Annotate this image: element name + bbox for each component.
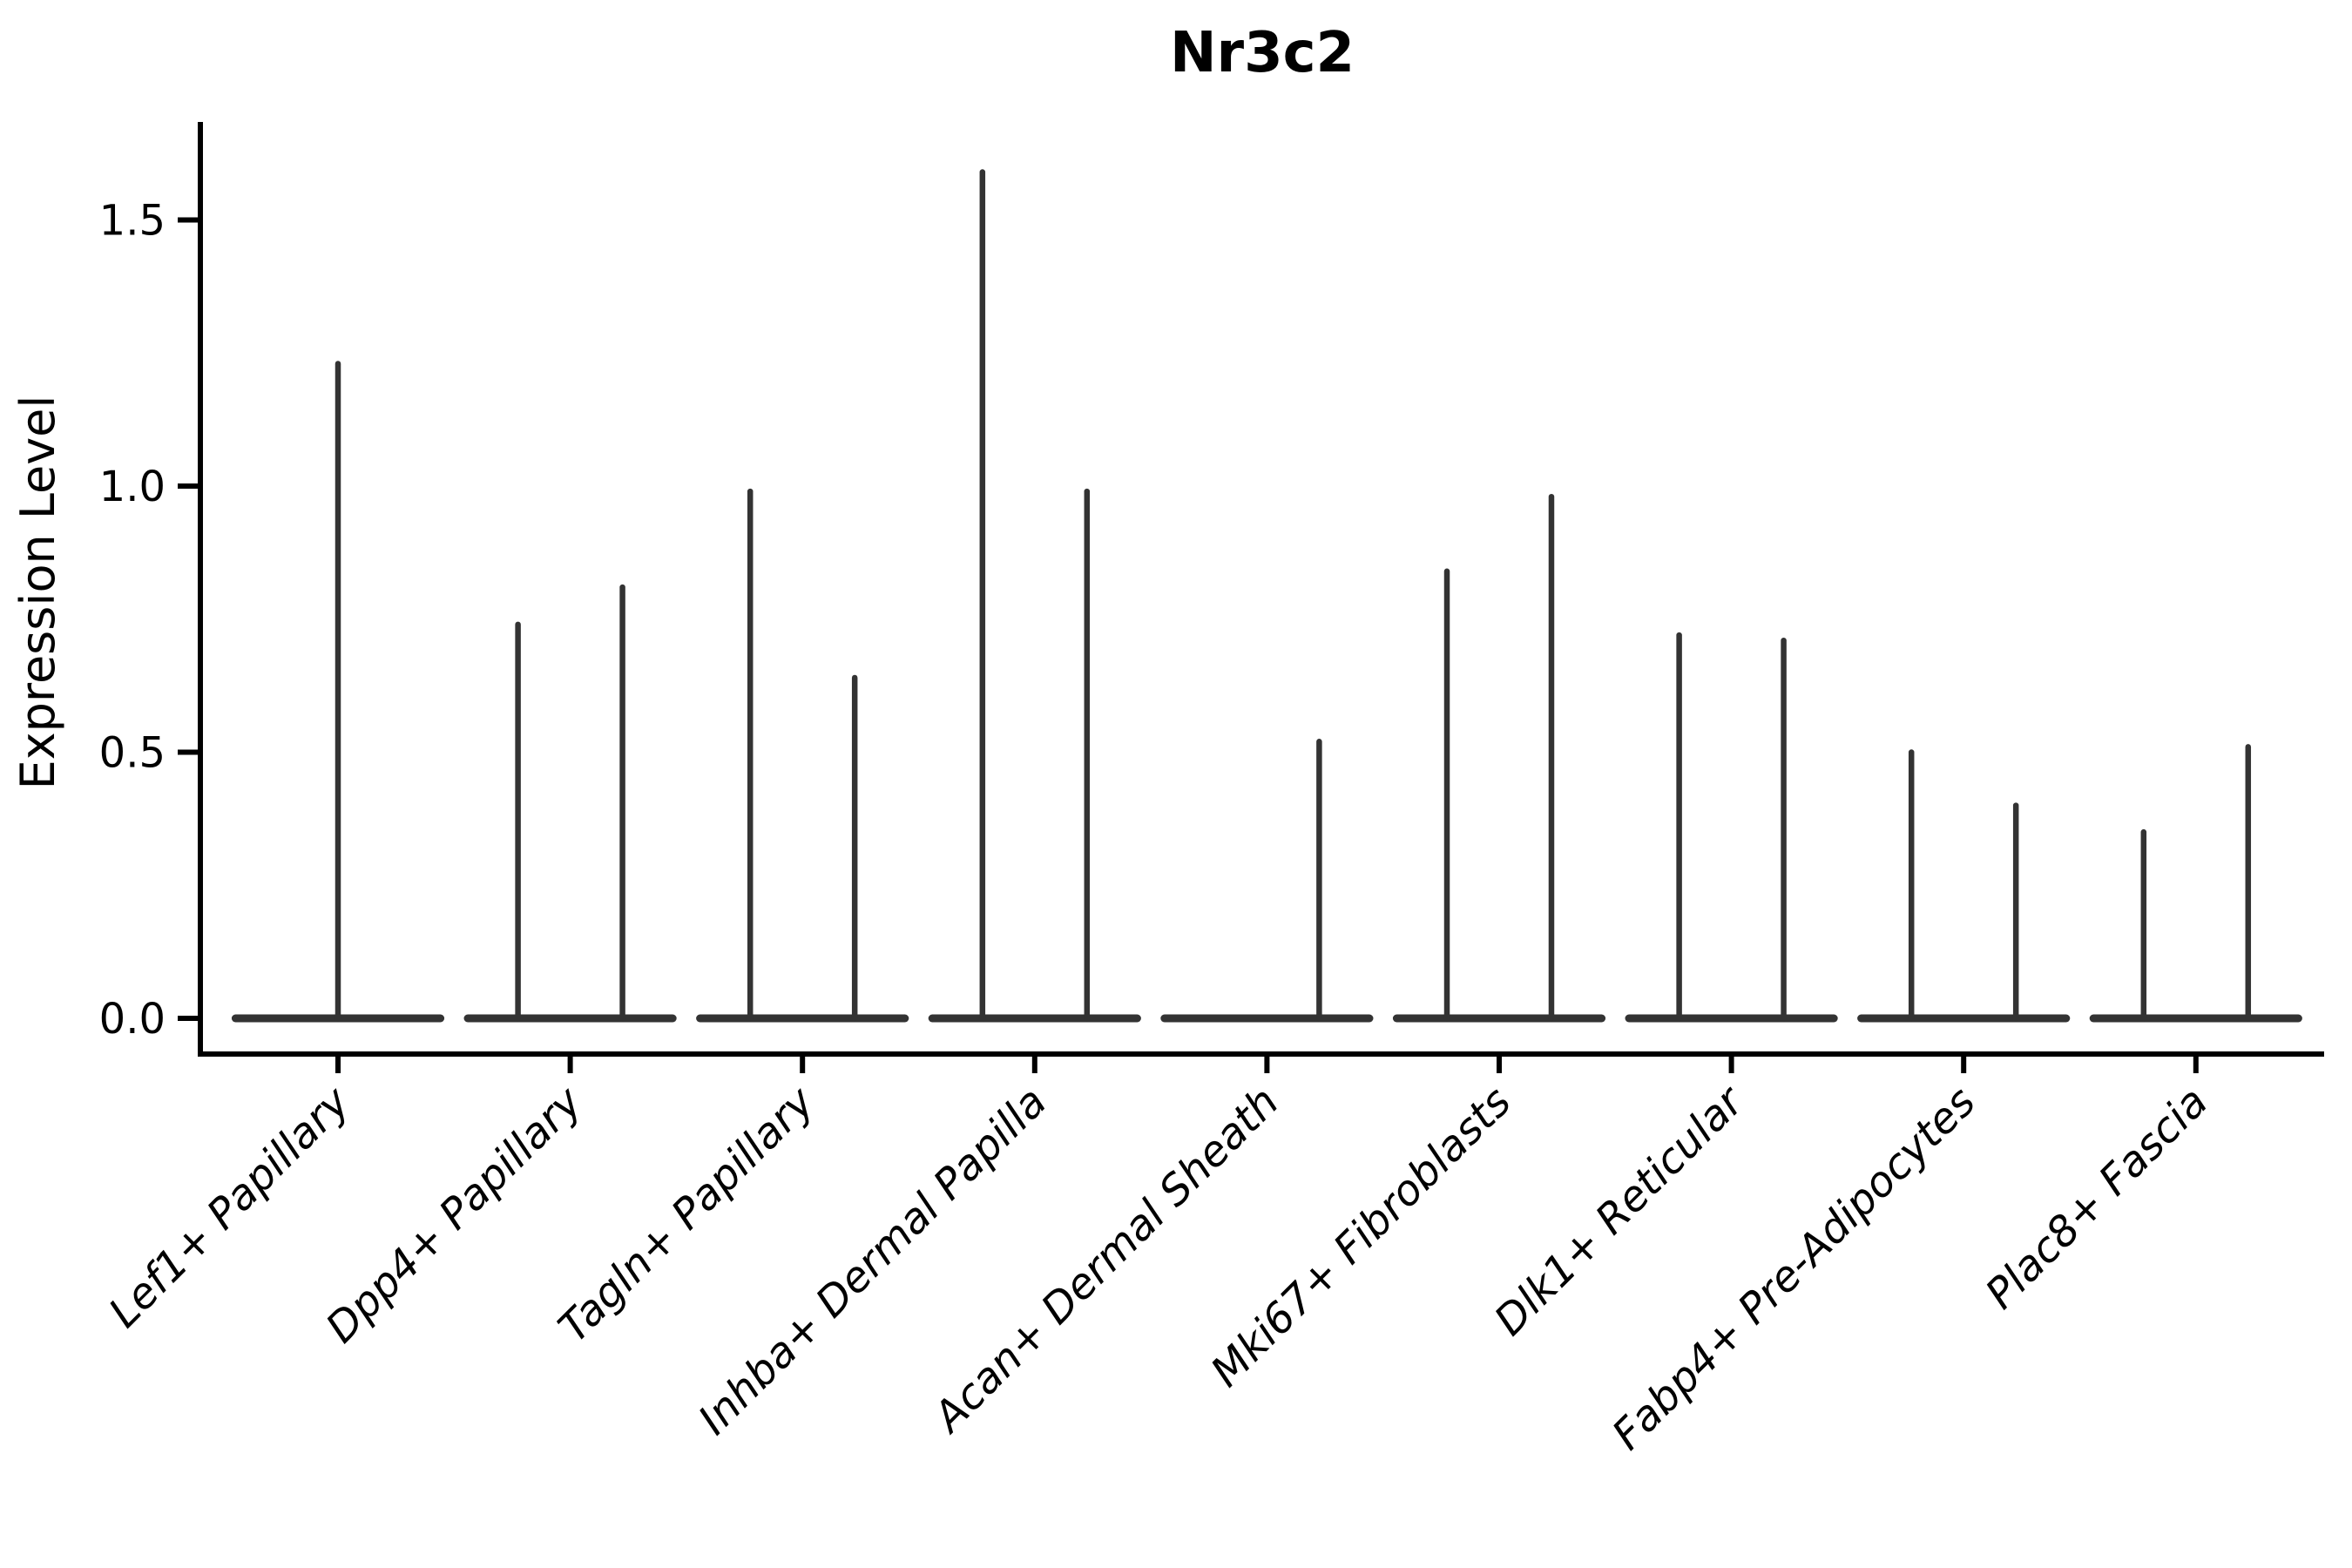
x-axis-category-label: Lef1+ Papillary [99, 1077, 360, 1337]
violin-baseline [2089, 1014, 2302, 1023]
y-tick-label: 0.0 [99, 995, 166, 1044]
y-tick-label: 0.5 [99, 729, 166, 778]
x-axis-category-label: Dlk1+ Reticular [1485, 1076, 1755, 1346]
y-tick-label: 1.5 [99, 197, 166, 246]
violin-baseline [1857, 1014, 2071, 1023]
y-axis-label: Expression Level [10, 395, 65, 790]
violin-baseline [1392, 1014, 1606, 1023]
y-tick-label: 1.0 [99, 463, 166, 511]
violin-baseline [928, 1014, 1141, 1023]
chart-title: Nr3c2 [1170, 21, 1355, 85]
violin-baseline [1625, 1014, 1838, 1023]
violin-baseline [696, 1014, 909, 1023]
x-axis-category-label: Dpp4+ Papillary [316, 1077, 591, 1352]
violin-baseline [1160, 1014, 1374, 1023]
violin-baseline [463, 1014, 677, 1023]
x-axis-category-label: Tagln+ Papillary [549, 1077, 824, 1352]
x-axis-category-label: Plac8+ Fascia [1977, 1078, 2218, 1319]
